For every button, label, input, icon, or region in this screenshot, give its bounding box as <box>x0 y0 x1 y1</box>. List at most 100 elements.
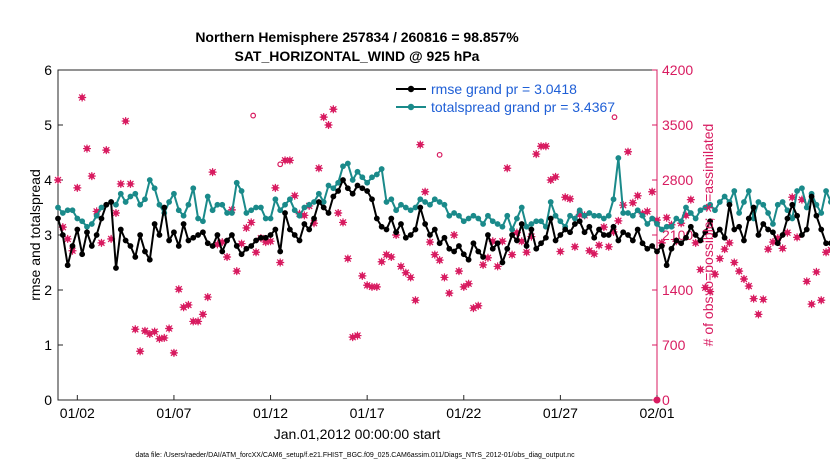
totalspread-point <box>760 201 767 208</box>
obs-point-star <box>78 93 87 102</box>
rmse-point <box>364 188 371 194</box>
obs-assimilated-point <box>203 293 212 302</box>
rmse-point <box>224 237 230 244</box>
rmse-point <box>581 229 588 236</box>
obs-point-star <box>150 327 159 336</box>
totalspread-point <box>504 212 511 219</box>
rmse-point <box>552 237 559 244</box>
obs-assimilated-point <box>223 253 232 261</box>
rmse-point <box>354 182 361 189</box>
obs-point-star <box>339 218 348 227</box>
obs-point-star <box>281 156 290 165</box>
rmse-point <box>161 204 168 211</box>
x-axis: 01/02 01/07 01/12 01/17 01/22 01/27 02/01 <box>60 395 675 421</box>
rmse-point <box>794 212 800 219</box>
obs-assimilated-point <box>590 249 599 258</box>
right-y-tick-label: 2800 <box>662 172 693 188</box>
obs-point-star <box>498 237 507 246</box>
obs-point-star <box>102 146 111 155</box>
totalspread-point <box>581 212 588 219</box>
totalspread-point <box>596 212 602 219</box>
obs-possible-point <box>611 114 618 121</box>
totalspread-point <box>465 215 472 222</box>
obs-point-star <box>604 242 613 251</box>
rmse-point <box>79 251 86 258</box>
rmse-point <box>721 234 728 241</box>
totalspread-point <box>538 218 544 225</box>
obs-assimilated-point <box>498 237 507 246</box>
obs-assimilated-point <box>744 282 753 291</box>
obs-point-star <box>271 183 280 192</box>
obs-point-star <box>508 250 517 259</box>
obs-point-star <box>609 227 618 236</box>
legend-rmse-marker <box>407 85 415 93</box>
obs-assimilated-point <box>532 150 541 159</box>
obs-point-star <box>179 303 188 312</box>
left-y-tick-label: 5 <box>44 117 52 133</box>
rmse-point <box>803 226 810 233</box>
obs-point-star <box>817 296 826 305</box>
rmse-point <box>398 221 404 227</box>
obs-point-star <box>116 179 125 188</box>
obs-assimilated-point <box>483 253 492 262</box>
rmse-point <box>823 240 829 247</box>
rmse-point <box>93 232 100 238</box>
obs-point-star <box>266 237 275 246</box>
totalspread-point <box>349 177 356 183</box>
obs-point-star <box>377 257 386 266</box>
rmse-point <box>456 243 462 249</box>
rmse-point <box>634 226 641 233</box>
rmse-point <box>716 226 723 233</box>
obs-point-star <box>140 326 149 335</box>
obs-assimilated-point <box>165 324 174 333</box>
rmse-point <box>373 215 380 222</box>
obs-point-star <box>479 260 488 269</box>
obs-assimilated-point <box>517 237 526 246</box>
rmse-point <box>74 226 81 233</box>
totalspread-point <box>678 218 685 225</box>
obs-assimilated-point <box>232 267 241 276</box>
rmse-point <box>200 229 206 236</box>
rmse-point <box>166 237 173 244</box>
obs-point-star <box>450 231 459 239</box>
obs-point-star <box>585 246 594 255</box>
obs-assimilated-point <box>324 121 333 129</box>
obs-point-star <box>425 238 434 247</box>
obs-assimilated-point <box>406 273 415 282</box>
rmse-point <box>340 177 346 183</box>
rmse-point <box>407 232 414 238</box>
rmse-point <box>518 221 525 227</box>
obs-assimilated-point <box>160 333 169 342</box>
totalspread-point <box>238 188 245 194</box>
obs-point-star <box>512 228 521 237</box>
totalspread-point <box>427 201 433 208</box>
obs-point-star <box>759 295 768 304</box>
x-tick-label: 01/12 <box>253 405 288 421</box>
series-layer <box>54 93 830 404</box>
totalspread-point <box>514 215 520 222</box>
totalspread-point <box>571 215 578 222</box>
totalspread-point <box>509 226 515 233</box>
totalspread-point <box>422 199 429 205</box>
rmse-point <box>103 201 110 208</box>
obs-assimilated-point <box>116 179 125 188</box>
rmse-point <box>359 185 366 192</box>
obs-point-star <box>136 347 145 356</box>
obs-assimilated-point <box>628 198 637 207</box>
totalspread-point <box>282 201 288 208</box>
obs-assimilated-point <box>73 183 82 192</box>
obs-assimilated-point <box>314 164 323 173</box>
obs-point-star <box>155 334 164 343</box>
obs-assimilated-point <box>343 254 352 263</box>
rmse-point <box>576 218 583 225</box>
obs-point-star <box>696 265 705 274</box>
obs-assimilated-point <box>184 300 193 309</box>
obs-point-star <box>614 216 623 225</box>
rmse-point <box>151 221 158 227</box>
obs-assimilated-point <box>218 238 227 247</box>
rmse-point <box>615 237 622 244</box>
rmse-point <box>369 196 375 203</box>
obs-point-star <box>237 239 246 248</box>
obs-point-star <box>387 253 396 261</box>
rmse-point <box>818 226 825 233</box>
